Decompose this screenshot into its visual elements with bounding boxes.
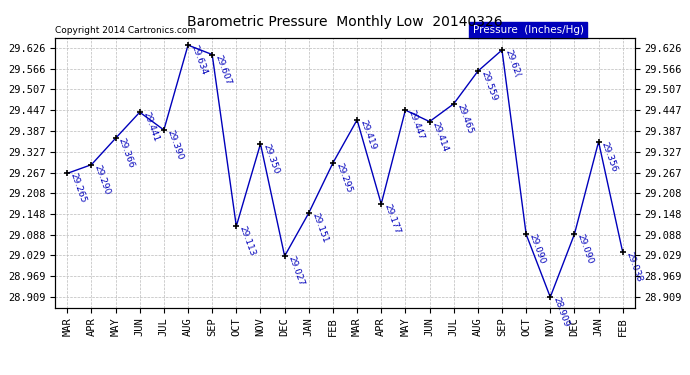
Text: 29.447: 29.447 — [407, 109, 426, 141]
Text: 29.634: 29.634 — [190, 44, 208, 76]
Text: 29.62(: 29.62( — [504, 49, 522, 79]
Text: 29.441: 29.441 — [141, 111, 160, 143]
Text: 29.027: 29.027 — [286, 255, 305, 287]
Text: 29.090: 29.090 — [576, 233, 595, 266]
Text: 29.559: 29.559 — [480, 70, 498, 102]
Text: 29.113: 29.113 — [238, 225, 257, 258]
Text: 29.290: 29.290 — [93, 163, 112, 196]
Text: 29.350: 29.350 — [262, 142, 281, 175]
Text: 29.177: 29.177 — [383, 202, 402, 235]
Text: 29.265: 29.265 — [69, 172, 88, 204]
Text: Barometric Pressure  Monthly Low  20140326: Barometric Pressure Monthly Low 20140326 — [187, 15, 503, 29]
Text: Pressure  (Inches/Hg): Pressure (Inches/Hg) — [473, 25, 584, 35]
Text: 29.038: 29.038 — [624, 251, 643, 284]
Text: 29.465: 29.465 — [455, 102, 474, 135]
Text: 29.390: 29.390 — [166, 129, 184, 161]
Text: Copyright 2014 Cartronics.com: Copyright 2014 Cartronics.com — [55, 26, 197, 35]
Text: 29.090: 29.090 — [528, 233, 546, 266]
Text: 28.909: 28.909 — [552, 296, 571, 328]
Text: 29.607: 29.607 — [214, 53, 233, 86]
Text: 29.419: 29.419 — [359, 118, 377, 151]
Text: 29.295: 29.295 — [335, 162, 353, 194]
Text: 29.414: 29.414 — [431, 120, 450, 153]
Text: 29.356: 29.356 — [600, 140, 619, 173]
Text: 29.366: 29.366 — [117, 137, 136, 170]
Text: 29.151: 29.151 — [310, 211, 329, 244]
